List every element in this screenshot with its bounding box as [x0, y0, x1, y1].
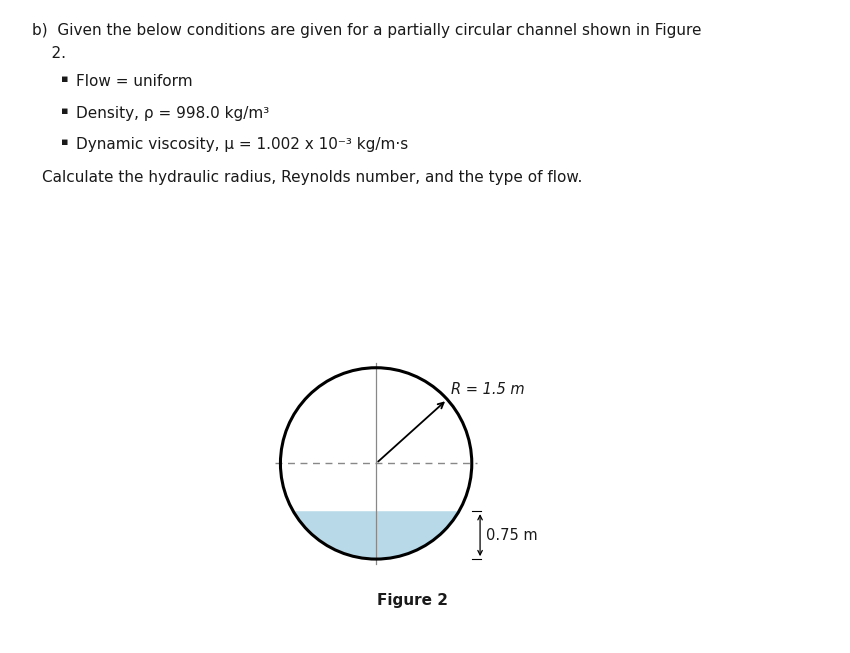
- Text: Dynamic viscosity, μ = 1.002 x 10⁻³ kg/m·s: Dynamic viscosity, μ = 1.002 x 10⁻³ kg/m…: [76, 137, 409, 152]
- Text: ▪: ▪: [61, 106, 69, 116]
- Text: 2.: 2.: [32, 46, 66, 61]
- Polygon shape: [293, 511, 459, 559]
- Text: 0.75 m: 0.75 m: [486, 528, 538, 543]
- Text: Density, ρ = 998.0 kg/m³: Density, ρ = 998.0 kg/m³: [76, 106, 269, 121]
- Text: Flow = uniform: Flow = uniform: [76, 74, 193, 89]
- Text: R = 1.5 m: R = 1.5 m: [451, 382, 524, 397]
- Text: Calculate the hydraulic radius, Reynolds number, and the type of flow.: Calculate the hydraulic radius, Reynolds…: [42, 170, 583, 185]
- Text: b)  Given the below conditions are given for a partially circular channel shown : b) Given the below conditions are given …: [32, 23, 702, 38]
- Text: Figure 2: Figure 2: [377, 593, 448, 608]
- Text: ▪: ▪: [61, 137, 69, 147]
- Text: ▪: ▪: [61, 74, 69, 84]
